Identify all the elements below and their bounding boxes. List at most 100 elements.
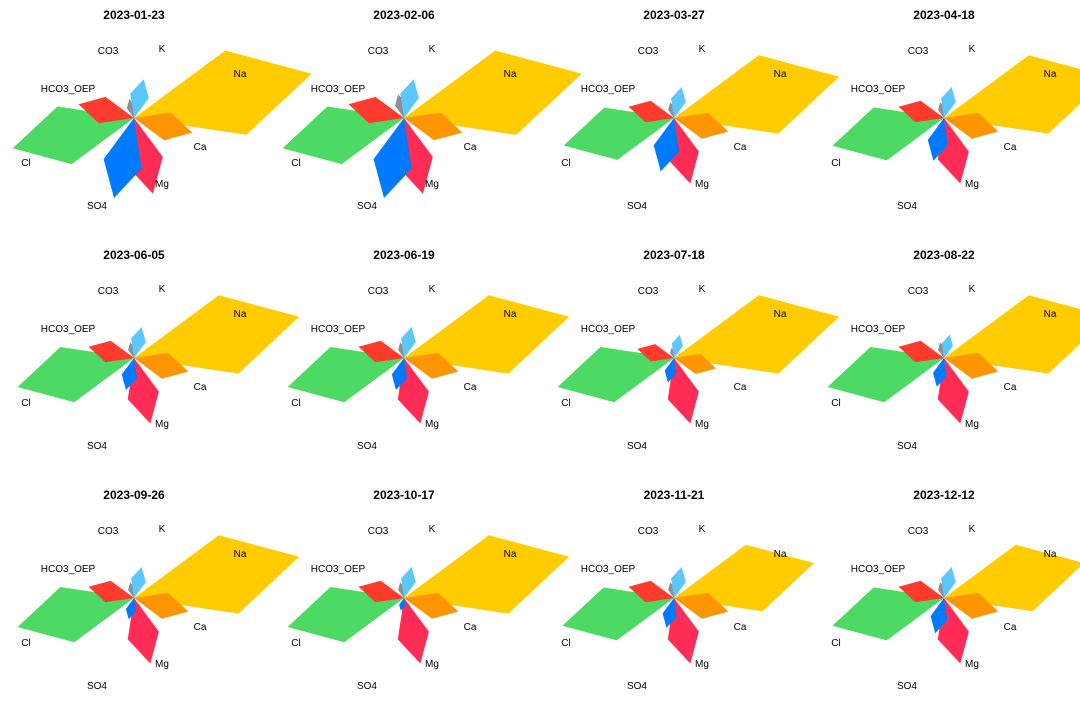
axis-label-cl: Cl [21,398,30,409]
panel-title: 2023-04-18 [913,8,975,22]
axis-label-hco3-oep: HCO3_OEP [581,84,636,95]
axis-label-cl: Cl [831,638,840,649]
sector-k [671,567,686,598]
axis-label-co3: CO3 [638,286,659,297]
sector-hco3-oep [348,96,404,124]
axis-label-hco3-oep: HCO3_OEP [851,324,906,335]
sector-so4 [927,118,948,161]
axis-label-hco3-oep: HCO3_OEP [581,324,636,335]
sector-hco3-oep [88,340,134,363]
axis-label-cl: Cl [831,398,840,409]
radar-panel: 2023-09-26 Na Ca Mg SO4 Cl HCO3_OEP CO3 K [17,488,300,692]
sector-hco3-oep [628,580,674,603]
axis-label-so4: SO4 [357,201,377,212]
radar-panel: 2023-08-22 Na Ca Mg SO4 Cl HCO3_OEP CO3 K [827,248,1080,452]
radar-panel: 2023-01-23 Na Ca Mg SO4 Cl HCO3_OEP CO3 K [12,8,312,212]
panel-title: 2023-06-19 [373,248,435,262]
sector-k [130,79,149,118]
panel-title: 2023-08-22 [913,248,975,262]
axis-label-k: K [429,44,436,55]
axis-label-k: K [429,524,436,535]
axis-label-mg: Mg [155,419,169,430]
axis-label-ca: Ca [194,622,207,633]
sector-k [401,567,416,598]
axis-label-cl: Cl [831,158,840,169]
sector-hco3-oep [88,580,134,603]
axis-label-so4: SO4 [357,681,377,692]
axis-label-hco3-oep: HCO3_OEP [41,324,96,335]
axis-label-co3: CO3 [368,526,389,537]
axis-label-cl: Cl [21,158,30,169]
axis-label-ca: Ca [1004,382,1017,393]
panel-title: 2023-10-17 [373,488,435,502]
axis-label-ca: Ca [1004,142,1017,153]
axis-label-hco3-oep: HCO3_OEP [851,84,906,95]
axis-label-mg: Mg [965,419,979,430]
axis-label-mg: Mg [695,419,709,430]
sector-hco3-oep [898,100,944,123]
axis-label-k: K [969,284,976,295]
sector-na [674,55,840,134]
radar-panel: 2023-06-19 Na Ca Mg SO4 Cl HCO3_OEP CO3 K [287,248,570,452]
radar-panel: 2023-04-18 Na Ca Mg SO4 Cl HCO3_OEP CO3 K [831,8,1080,212]
axis-label-mg: Mg [695,179,709,190]
sector-so4 [103,118,142,198]
sector-hco3-oep [78,96,134,124]
axis-label-co3: CO3 [98,526,119,537]
axis-label-na: Na [1044,549,1057,560]
axis-label-hco3-oep: HCO3_OEP [41,84,96,95]
axis-label-cl: Cl [21,638,30,649]
radar-panel: 2023-12-12 Na Ca Mg SO4 Cl HCO3_OEP CO3 K [831,488,1080,692]
radar-panel: 2023-02-06 Na Ca Mg SO4 Cl HCO3_OEP CO3 K [282,8,582,212]
axis-label-na: Na [234,69,247,80]
sector-hco3-oep [898,340,944,363]
axis-label-so4: SO4 [897,681,917,692]
axis-label-ca: Ca [464,382,477,393]
panel-title: 2023-12-12 [913,488,975,502]
axis-label-mg: Mg [965,659,979,670]
axis-label-ca: Ca [464,622,477,633]
sector-k [401,327,416,358]
sector-so4 [933,358,947,387]
axis-label-hco3-oep: HCO3_OEP [311,564,366,575]
sector-k [131,327,146,358]
panel-title: 2023-03-27 [643,8,705,22]
axis-label-na: Na [1044,309,1057,320]
axis-label-k: K [159,524,166,535]
axis-label-co3: CO3 [908,46,929,57]
axis-label-hco3-oep: HCO3_OEP [311,324,366,335]
axis-label-hco3-oep: HCO3_OEP [851,564,906,575]
sector-hco3-oep [898,580,944,603]
sector-ca [404,352,459,379]
axis-label-co3: CO3 [638,526,659,537]
radar-panel: 2023-07-18 Na Ca Mg SO4 Cl HCO3_OEP CO3 K [557,248,840,452]
axis-label-cl: Cl [561,158,570,169]
axis-label-cl: Cl [561,398,570,409]
axis-label-ca: Ca [194,382,207,393]
radar-panel: 2023-06-05 Na Ca Mg SO4 Cl HCO3_OEP CO3 K [17,248,300,452]
axis-label-so4: SO4 [627,441,647,452]
sector-so4 [121,358,137,390]
panel-title: 2023-01-23 [103,8,165,22]
panel-title: 2023-07-18 [643,248,705,262]
sector-so4 [653,118,679,172]
axis-label-co3: CO3 [368,286,389,297]
sector-na [404,50,582,135]
axis-label-k: K [699,284,706,295]
sector-ca [404,592,459,619]
panel-title: 2023-09-26 [103,488,165,502]
radar-panel: 2023-10-17 Na Ca Mg SO4 Cl HCO3_OEP CO3 K [287,488,570,692]
axis-label-ca: Ca [1004,622,1017,633]
axis-label-mg: Mg [155,179,169,190]
sector-na [134,295,300,374]
sector-na [404,535,570,614]
axis-label-hco3-oep: HCO3_OEP [41,564,96,575]
axis-label-so4: SO4 [87,441,107,452]
sector-so4 [391,358,407,390]
sector-hco3-oep [358,340,404,363]
axis-label-mg: Mg [965,179,979,190]
sector-na [134,50,312,135]
axis-label-co3: CO3 [638,46,659,57]
sector-na [404,295,570,374]
axis-label-na: Na [504,69,517,80]
